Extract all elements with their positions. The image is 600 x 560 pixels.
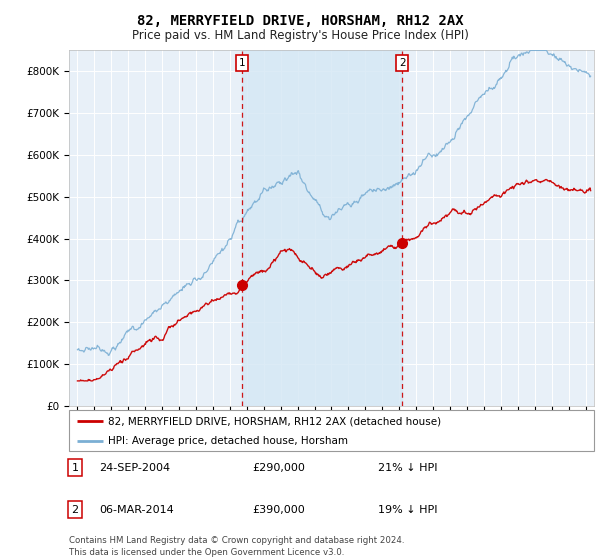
Text: 1: 1 bbox=[239, 58, 245, 68]
Text: £390,000: £390,000 bbox=[252, 505, 305, 515]
FancyBboxPatch shape bbox=[69, 410, 594, 451]
Text: 82, MERRYFIELD DRIVE, HORSHAM, RH12 2AX (detached house): 82, MERRYFIELD DRIVE, HORSHAM, RH12 2AX … bbox=[109, 417, 442, 426]
Text: £290,000: £290,000 bbox=[252, 463, 305, 473]
Text: HPI: Average price, detached house, Horsham: HPI: Average price, detached house, Hors… bbox=[109, 436, 349, 446]
Text: 06-MAR-2014: 06-MAR-2014 bbox=[99, 505, 174, 515]
Text: 21% ↓ HPI: 21% ↓ HPI bbox=[378, 463, 437, 473]
Text: Price paid vs. HM Land Registry's House Price Index (HPI): Price paid vs. HM Land Registry's House … bbox=[131, 29, 469, 42]
Text: 1: 1 bbox=[71, 463, 79, 473]
Text: 24-SEP-2004: 24-SEP-2004 bbox=[99, 463, 170, 473]
Text: 2: 2 bbox=[399, 58, 406, 68]
Text: This data is licensed under the Open Government Licence v3.0.: This data is licensed under the Open Gov… bbox=[69, 548, 344, 557]
Bar bbox=[242, 50, 402, 406]
Text: 2: 2 bbox=[71, 505, 79, 515]
Text: 19% ↓ HPI: 19% ↓ HPI bbox=[378, 505, 437, 515]
Text: 82, MERRYFIELD DRIVE, HORSHAM, RH12 2AX: 82, MERRYFIELD DRIVE, HORSHAM, RH12 2AX bbox=[137, 14, 463, 28]
Text: Contains HM Land Registry data © Crown copyright and database right 2024.: Contains HM Land Registry data © Crown c… bbox=[69, 536, 404, 545]
